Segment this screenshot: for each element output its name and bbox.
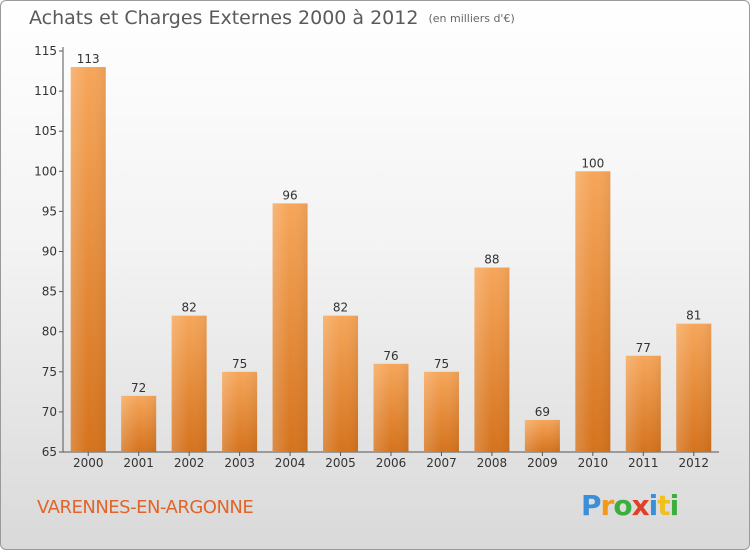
data-label: 69 [535, 405, 550, 419]
data-label: 76 [383, 349, 398, 363]
chart-title-text: Achats et Charges Externes 2000 à 2012 [29, 7, 419, 29]
data-label: 81 [686, 309, 701, 323]
x-tick-label: 2003 [224, 456, 255, 470]
y-tick-label: 70 [42, 405, 57, 419]
bar-highlight [423, 371, 459, 452]
x-tick-label: 2008 [477, 456, 508, 470]
y-tick-label: 105 [34, 124, 57, 138]
x-tick-label: 2004 [275, 456, 306, 470]
commune-name: VARENNES-EN-ARGONNE [37, 497, 254, 518]
data-label: 88 [484, 253, 499, 267]
bar-highlight [323, 315, 359, 452]
x-tick-label: 2000 [73, 456, 104, 470]
x-tick-label: 2002 [174, 456, 205, 470]
logo-letter: r [600, 489, 615, 522]
logo-letter: i [648, 489, 659, 522]
y-tick-label: 95 [42, 204, 57, 218]
bar-highlight [625, 355, 661, 452]
bar-highlight [222, 371, 258, 452]
y-tick-label: 65 [42, 445, 57, 459]
logo-letter: i [669, 489, 680, 522]
y-tick-label: 115 [34, 44, 57, 58]
bar-highlight [272, 203, 308, 452]
chart-title: Achats et Charges Externes 2000 à 2012 (e… [29, 7, 515, 29]
logo-letter: P [581, 489, 602, 522]
data-label: 75 [434, 357, 449, 371]
y-tick-label: 75 [42, 365, 57, 379]
logo-letter: x [631, 489, 650, 522]
x-tick-label: 2006 [376, 456, 407, 470]
data-label: 75 [232, 357, 247, 371]
data-label: 72 [131, 381, 146, 395]
x-tick-label: 2011 [628, 456, 659, 470]
bar-highlight [171, 315, 207, 452]
data-label: 96 [282, 188, 297, 202]
x-tick-label: 2007 [426, 456, 457, 470]
logo-letter: o [613, 489, 632, 522]
y-tick-label: 110 [34, 84, 57, 98]
bar-highlight [575, 171, 611, 453]
bar-highlight [524, 419, 560, 452]
data-label: 82 [333, 301, 348, 315]
x-tick-label: 2010 [578, 456, 609, 470]
bar-highlight [474, 267, 510, 452]
data-label: 77 [636, 341, 651, 355]
y-tick-label: 90 [42, 245, 57, 259]
bar-highlight [121, 395, 157, 452]
bar-highlight [676, 323, 712, 452]
logo-letter: t [657, 489, 670, 522]
y-tick-label: 85 [42, 285, 57, 299]
chart-subtitle: (en milliers d'€) [428, 12, 515, 25]
bar-highlight [70, 67, 106, 452]
y-tick-label: 100 [34, 164, 57, 178]
proxiti-logo: Proxiti [581, 489, 680, 522]
y-tick-label: 80 [42, 325, 57, 339]
data-label: 113 [77, 52, 100, 66]
data-labels: 113 72 82 75 96 82 76 75 88 69 100 77 81 [77, 52, 702, 419]
x-tick-label: 2005 [325, 456, 356, 470]
bar-highlight [373, 363, 409, 452]
x-tick-label: 2001 [123, 456, 154, 470]
bars [70, 67, 712, 453]
x-tick-label: 2009 [527, 456, 558, 470]
data-label: 82 [182, 301, 197, 315]
data-label: 100 [581, 156, 604, 170]
x-tick-label: 2012 [678, 456, 709, 470]
